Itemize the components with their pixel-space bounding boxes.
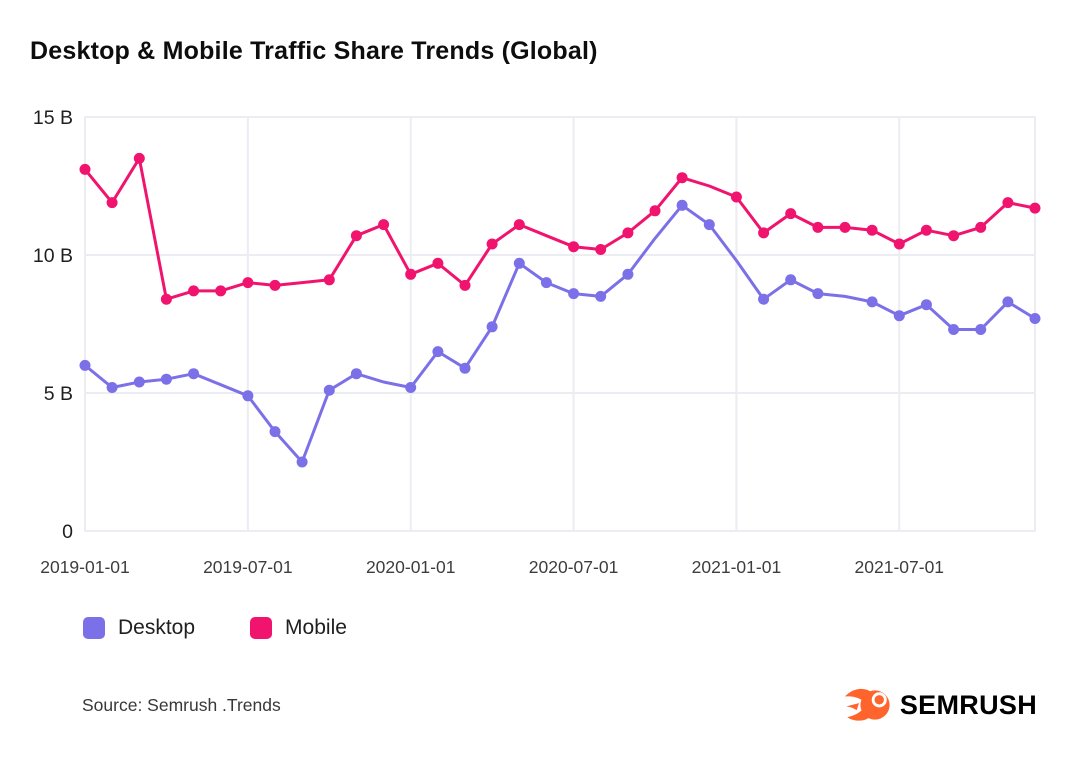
mobile-legend-swatch-icon bbox=[250, 617, 273, 639]
desktop-data-point bbox=[622, 268, 634, 280]
mobile-data-point bbox=[242, 277, 254, 289]
chart-title: Desktop & Mobile Traffic Share Trends (G… bbox=[30, 37, 598, 65]
x-tick-label: 2019-01-01 bbox=[40, 557, 130, 577]
mobile-data-point bbox=[432, 257, 444, 269]
y-axis-tick-labels: 0 5 B 10 B 15 B bbox=[33, 107, 73, 543]
mobile-data-point bbox=[79, 163, 91, 175]
desktop-data-point bbox=[568, 288, 580, 300]
x-tick-label: 2019-07-01 bbox=[203, 557, 293, 577]
desktop-data-point bbox=[893, 310, 905, 322]
desktop-data-point bbox=[948, 324, 960, 335]
desktop-data-point bbox=[459, 362, 471, 374]
mobile-data-point bbox=[812, 221, 824, 233]
mobile-line bbox=[83, 156, 1037, 301]
desktop-data-point bbox=[758, 293, 770, 305]
semrush-flame-icon bbox=[844, 688, 890, 721]
mobile-data-point bbox=[595, 244, 607, 255]
mobile-data-point bbox=[188, 285, 200, 297]
mobile-data-point bbox=[893, 238, 905, 250]
mobile-data-point bbox=[378, 219, 390, 231]
desktop-data-point bbox=[269, 426, 281, 438]
mobile-data-point bbox=[975, 221, 987, 233]
desktop-legend-swatch-icon bbox=[83, 617, 105, 639]
mobile-data-point bbox=[323, 274, 335, 286]
x-axis-tick-labels: 2019-01-01 2019-07-01 2020-01-01 2020-07-01… bbox=[40, 557, 944, 577]
x-tick-label: 2021-07-01 bbox=[855, 557, 945, 577]
desktop-data-point bbox=[188, 368, 200, 380]
mobile-data-point bbox=[920, 224, 932, 236]
desktop-data-point bbox=[79, 359, 91, 371]
mobile-data-point bbox=[350, 230, 362, 242]
desktop-data-point bbox=[350, 368, 362, 380]
desktop-data-point bbox=[785, 274, 797, 286]
desktop-data-point bbox=[133, 376, 145, 388]
mobile-data-point bbox=[486, 238, 498, 250]
desktop-data-point bbox=[1002, 296, 1014, 308]
source-note: Source: Semrush .Trends bbox=[82, 695, 281, 715]
mobile-data-point bbox=[133, 152, 145, 164]
mobile-data-point bbox=[622, 227, 634, 239]
desktop-data-point bbox=[1029, 313, 1041, 324]
x-tick-label: 2020-07-01 bbox=[529, 557, 619, 577]
mobile-data-point bbox=[948, 230, 960, 242]
desktop-data-point bbox=[866, 296, 878, 308]
legend-item-mobile: Mobile bbox=[250, 616, 347, 640]
desktop-data-point bbox=[106, 382, 118, 393]
desktop-data-point bbox=[296, 456, 308, 468]
mobile-data-point bbox=[405, 268, 417, 280]
desktop-data-point bbox=[323, 384, 335, 396]
semrush-logo: SEMRUSH bbox=[844, 686, 1037, 724]
desktop-data-point bbox=[540, 277, 552, 289]
y-tick-label: 10 B bbox=[33, 245, 73, 267]
series-mobile bbox=[79, 152, 1041, 305]
chart-legend: Desktop Mobile bbox=[83, 616, 347, 640]
desktop-data-point bbox=[405, 382, 417, 393]
mobile-data-point bbox=[160, 293, 172, 305]
mobile-data-point bbox=[1029, 202, 1041, 214]
series-desktop bbox=[79, 199, 1041, 468]
mobile-data-point bbox=[649, 205, 661, 217]
desktop-data-point bbox=[812, 288, 824, 300]
traffic-trends-line-chart: 0 5 B 10 B 15 B 2019-01-01 2019-07-01 2020-01-… bbox=[33, 107, 1041, 577]
desktop-line bbox=[83, 203, 1037, 464]
desktop-data-point bbox=[975, 324, 987, 335]
plot-border bbox=[84, 116, 1036, 532]
desktop-data-point bbox=[486, 321, 498, 333]
mobile-data-point bbox=[513, 219, 525, 231]
mobile-data-point bbox=[730, 191, 742, 203]
desktop-data-point bbox=[676, 199, 688, 211]
mobile-data-point bbox=[758, 227, 770, 239]
desktop-data-point bbox=[595, 290, 607, 302]
legend-item-desktop: Desktop bbox=[83, 616, 195, 640]
mobile-data-point bbox=[215, 285, 227, 297]
desktop-data-point bbox=[242, 390, 254, 402]
x-tick-label: 2020-01-01 bbox=[366, 557, 456, 577]
mobile-data-point bbox=[269, 279, 281, 291]
mobile-data-point bbox=[839, 221, 851, 233]
y-tick-label: 15 B bbox=[33, 107, 73, 129]
chart-grid bbox=[84, 116, 1036, 532]
desktop-data-point bbox=[513, 257, 525, 269]
mobile-data-point bbox=[866, 224, 878, 236]
mobile-data-point bbox=[785, 208, 797, 220]
mobile-data-point bbox=[568, 241, 580, 253]
desktop-legend-label: Desktop bbox=[118, 616, 196, 639]
desktop-data-point bbox=[432, 346, 444, 358]
desktop-data-point bbox=[160, 373, 172, 385]
x-tick-label: 2021-01-01 bbox=[692, 557, 782, 577]
mobile-legend-label: Mobile bbox=[285, 616, 347, 639]
desktop-data-point bbox=[703, 219, 715, 231]
y-tick-label: 5 B bbox=[44, 383, 73, 405]
semrush-logo-text: SEMRUSH bbox=[899, 689, 1037, 720]
mobile-data-point bbox=[106, 197, 118, 209]
mobile-data-point bbox=[459, 279, 471, 291]
mobile-data-point bbox=[1002, 197, 1014, 209]
desktop-data-point bbox=[920, 299, 932, 311]
mobile-data-point bbox=[676, 172, 688, 184]
y-tick-label: 0 bbox=[62, 521, 73, 543]
